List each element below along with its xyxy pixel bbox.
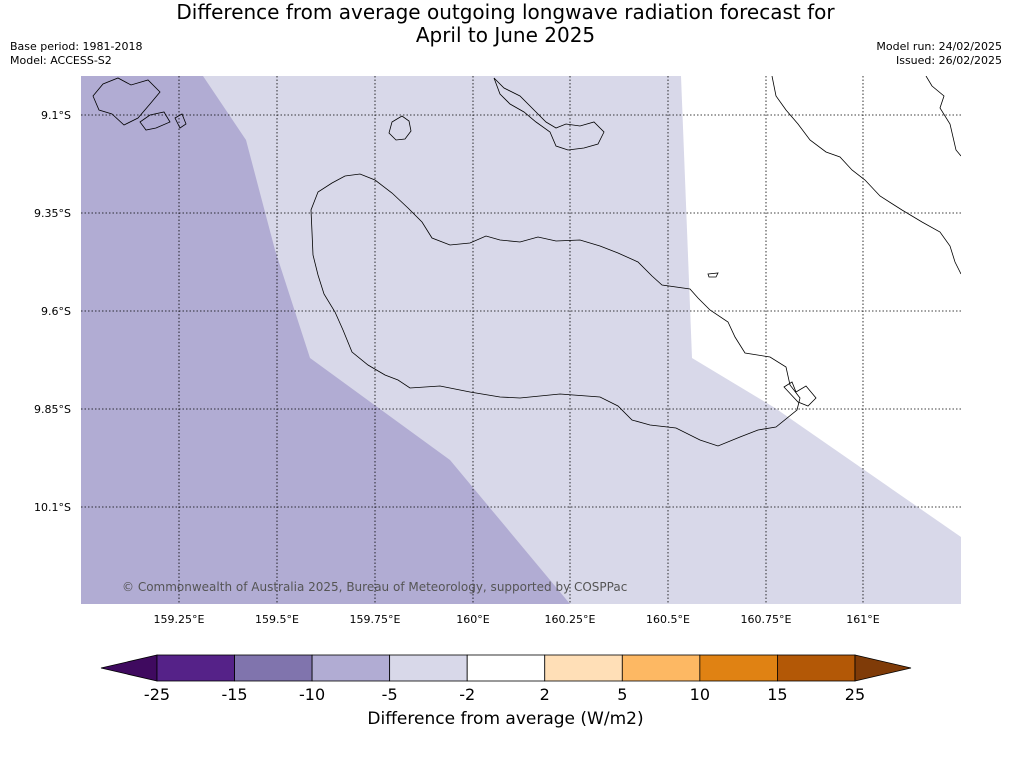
lon-label: 160.5°E bbox=[646, 613, 690, 626]
lon-label: 160.75°E bbox=[741, 613, 792, 626]
model-run: Model run: 24/02/2025 bbox=[876, 40, 1002, 53]
colorbar-tick-label: 15 bbox=[767, 685, 787, 704]
lat-label: 9.85°S bbox=[34, 403, 71, 416]
colorbar-tick-label: -25 bbox=[144, 685, 170, 704]
colorbar-tick-label: -10 bbox=[299, 685, 325, 704]
colorbar-segment bbox=[544, 654, 623, 682]
lon-label: 159.75°E bbox=[350, 613, 401, 626]
coastline-north-island bbox=[493, 77, 605, 151]
coastlines bbox=[92, 76, 961, 447]
meta-left: Base period: 1981-2018 Model: ACCESS-S2 bbox=[10, 40, 142, 68]
colorbar-segment bbox=[621, 654, 701, 682]
colorbar-segment bbox=[311, 654, 391, 682]
lat-label: 10.1°S bbox=[34, 501, 71, 514]
colorbar-tick-label: 10 bbox=[690, 685, 710, 704]
lon-label: 160.25°E bbox=[545, 613, 596, 626]
lon-labels: 159.25°E 159.5°E 159.75°E 160°E 160.25°E… bbox=[154, 613, 880, 626]
issued-date: Issued: 26/02/2025 bbox=[895, 54, 1002, 67]
coastline-main-island bbox=[310, 173, 801, 447]
lat-label: 9.35°S bbox=[34, 207, 71, 220]
colorbar-left-arrow bbox=[100, 654, 158, 682]
colorbar-label: Difference from average (W/m2) bbox=[367, 709, 644, 729]
map-panel: 9.1°S 9.35°S 9.6°S 9.85°S 10.1°S 159.25°… bbox=[34, 76, 961, 626]
coastline-northeast bbox=[925, 76, 961, 157]
lat-labels: 9.1°S 9.35°S 9.6°S 9.85°S 10.1°S bbox=[34, 109, 71, 514]
lat-label: 9.6°S bbox=[41, 305, 71, 318]
title-line-1: Difference from average outgoing longwav… bbox=[176, 0, 835, 24]
colorbar-tick-label: -15 bbox=[221, 685, 247, 704]
lon-label: 161°E bbox=[846, 613, 879, 626]
colorbar-segment bbox=[466, 654, 546, 682]
model-name: Model: ACCESS-S2 bbox=[10, 54, 112, 67]
colorbar-segment bbox=[777, 654, 856, 682]
base-period: Base period: 1981-2018 bbox=[10, 40, 143, 53]
lon-label: 160°E bbox=[456, 613, 489, 626]
lon-label: 159.25°E bbox=[154, 613, 205, 626]
colorbar-segment bbox=[699, 654, 778, 682]
colorbar-segment bbox=[389, 654, 468, 682]
colorbar-tick-label: 2 bbox=[540, 685, 550, 704]
title-line-2: April to June 2025 bbox=[415, 23, 596, 47]
coastline-east-coast bbox=[771, 76, 961, 275]
meta-right: Model run: 24/02/2025 Issued: 26/02/2025 bbox=[876, 40, 1002, 68]
colorbar-tick-label: -2 bbox=[459, 685, 475, 704]
copyright-credit: © Commonwealth of Australia 2025, Bureau… bbox=[122, 580, 628, 594]
colorbar-segment bbox=[156, 654, 235, 682]
lon-label: 159.5°E bbox=[255, 613, 299, 626]
anomaly-region-minus10-to-minus5 bbox=[81, 76, 570, 604]
coastline-small-island bbox=[388, 115, 412, 141]
colorbar-tick-label: -5 bbox=[382, 685, 398, 704]
colorbar: -25 -15 -10 -5 -2 2 5 10 15 25 bbox=[100, 654, 912, 704]
colorbar-tick-label: 5 bbox=[617, 685, 627, 704]
colorbar-right-arrow bbox=[854, 654, 912, 682]
colorbar-segment bbox=[234, 654, 313, 682]
colorbar-tick-label: 25 bbox=[845, 685, 865, 704]
map-title: Difference from average outgoing longwav… bbox=[0, 1, 1011, 47]
lat-label: 9.1°S bbox=[41, 109, 71, 122]
coastline-southeast-islets bbox=[783, 381, 817, 407]
coastline-islet bbox=[707, 272, 719, 278]
gridlines bbox=[81, 76, 961, 604]
